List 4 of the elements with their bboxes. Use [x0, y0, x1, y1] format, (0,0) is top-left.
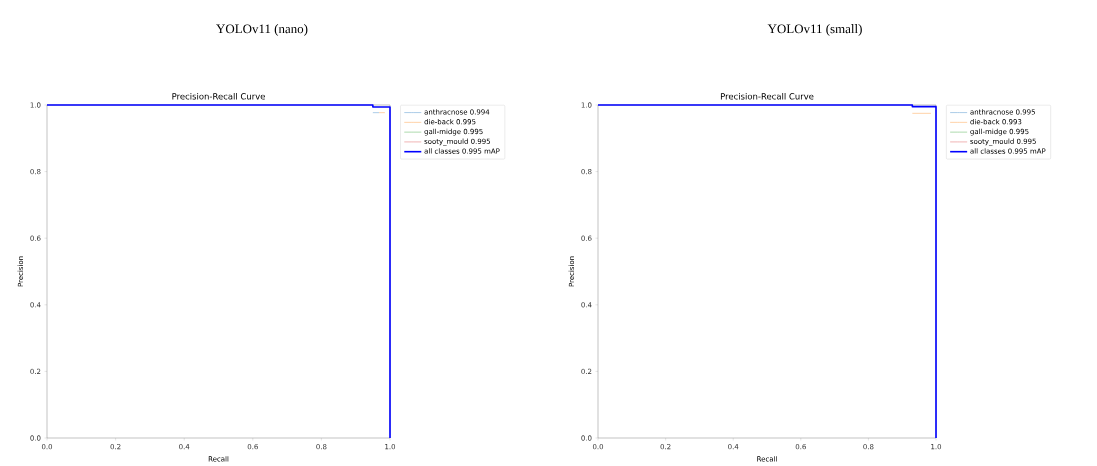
chart-title: YOLOv11 (nano) [216, 24, 308, 36]
chart-title: YOLOv11 (small) [767, 24, 862, 36]
chart-subtitle: Precision-Recall Curve [720, 92, 814, 100]
chart-subtitle: Precision-Recall Curve [172, 92, 265, 100]
